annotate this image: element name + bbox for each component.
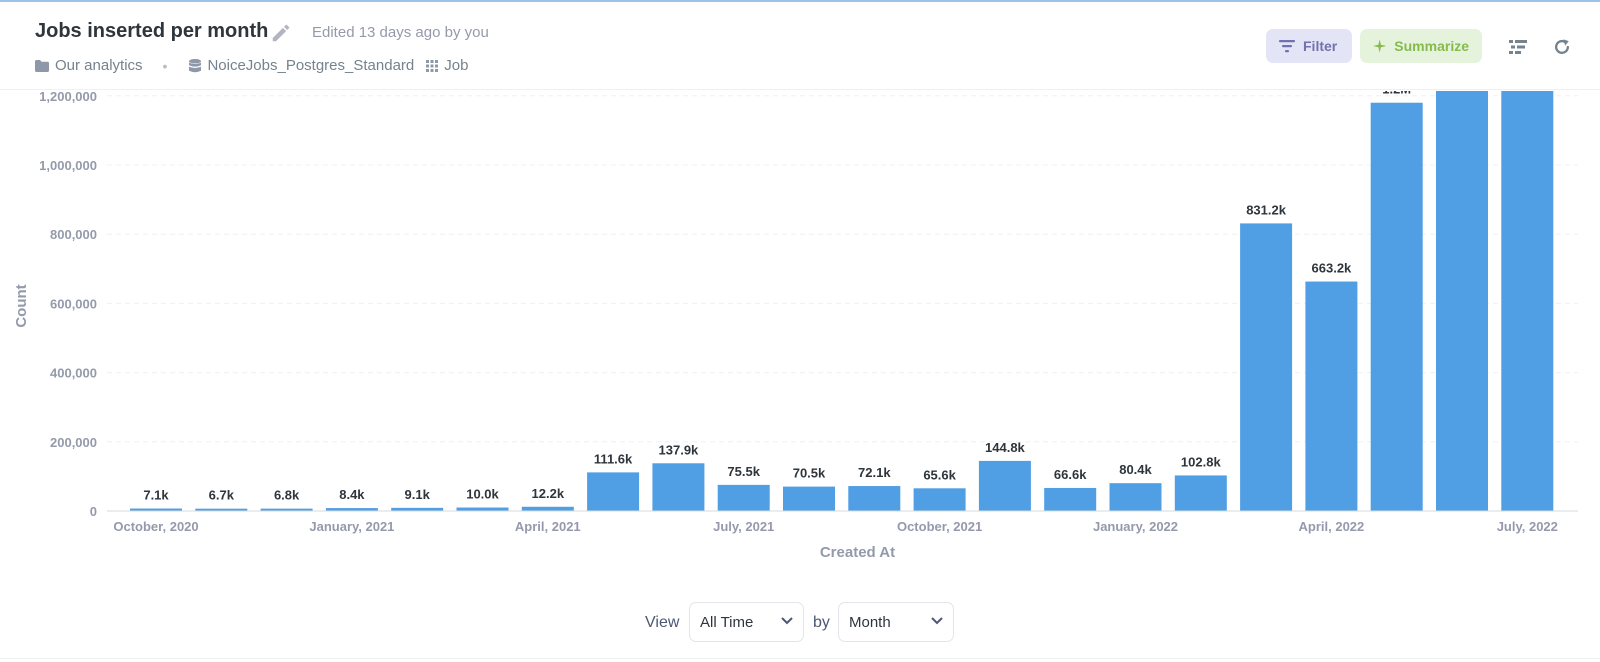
question-header: Jobs inserted per month Edited 13 days a… bbox=[0, 2, 1600, 90]
bar[interactable] bbox=[1240, 223, 1293, 512]
filter-icon bbox=[1279, 40, 1295, 53]
bars bbox=[130, 91, 1554, 512]
bar-value-label: 65.6k bbox=[923, 467, 956, 482]
bar[interactable] bbox=[325, 508, 378, 511]
time-unit-select[interactable]: Month bbox=[838, 602, 954, 642]
x-tick-label: April, 2021 bbox=[515, 519, 581, 534]
bar[interactable] bbox=[587, 472, 640, 511]
bar-value-label: 80.4k bbox=[1119, 462, 1152, 477]
pencil-icon[interactable] bbox=[270, 22, 292, 44]
bar-value-label: 6.7k bbox=[209, 488, 235, 503]
bar[interactable] bbox=[978, 460, 1031, 511]
x-tick-label: January, 2021 bbox=[309, 519, 394, 534]
bar[interactable] bbox=[1174, 475, 1227, 511]
bar[interactable] bbox=[848, 486, 901, 511]
view-range-value: All Time bbox=[700, 613, 754, 631]
bar[interactable] bbox=[1044, 487, 1097, 511]
refresh-icon[interactable] bbox=[1552, 38, 1572, 56]
breadcrumb-collection-label: Our analytics bbox=[55, 57, 143, 74]
bar-value-label: 111.6k bbox=[594, 451, 633, 466]
bar-value-label: 144.8k bbox=[985, 440, 1026, 455]
bar-value-label: 8.4k bbox=[339, 487, 365, 502]
x-axis-title: Created At bbox=[820, 544, 895, 561]
bar[interactable] bbox=[456, 507, 509, 511]
x-tick-label: October, 2021 bbox=[897, 519, 982, 534]
axes: 0 200,000 400,000 600,000 800,000 1,000,000 1,… bbox=[13, 91, 1578, 561]
bar-value-label: 102.8k bbox=[1181, 454, 1222, 469]
bar-value-label: 12.2k bbox=[532, 486, 565, 501]
x-tick-label: January, 2022 bbox=[1093, 519, 1178, 534]
time-unit-value: Month bbox=[849, 613, 891, 631]
x-tick-label: October, 2020 bbox=[113, 519, 198, 534]
chevron-down-icon bbox=[781, 617, 793, 625]
y-tick-label: 200,000 bbox=[50, 435, 97, 450]
bar[interactable] bbox=[1501, 91, 1554, 512]
time-controls: View All Time by Month bbox=[0, 602, 1600, 646]
bottom-divider bbox=[0, 658, 1600, 659]
bar-chart: 7.1k 6.7k 6.8k 8.4k 9.1k 10.0k 12.2k 111.6k 137.… bbox=[13, 91, 1578, 561]
y-tick-label: 0 bbox=[90, 504, 97, 519]
breadcrumb-collection[interactable]: Our analytics bbox=[35, 57, 143, 74]
x-tick-label: July, 2021 bbox=[713, 519, 774, 534]
question-title[interactable]: Jobs inserted per month bbox=[35, 20, 269, 42]
bar[interactable] bbox=[521, 506, 574, 511]
bar-value-label: 6.8k bbox=[274, 488, 300, 503]
breadcrumb-table[interactable]: Job bbox=[426, 57, 468, 74]
top-accent-line bbox=[0, 0, 1600, 2]
y-tick-label: 1,200,000 bbox=[39, 91, 97, 104]
notebook-icon[interactable] bbox=[1508, 38, 1528, 56]
bar-value-label: 137.9k bbox=[659, 442, 700, 457]
bar[interactable] bbox=[652, 463, 705, 511]
bar-value-label: 72.1k bbox=[858, 465, 891, 480]
bar[interactable] bbox=[1436, 91, 1488, 511]
filter-button-label: Filter bbox=[1303, 38, 1338, 54]
sparkle-icon bbox=[1373, 39, 1387, 53]
bar-value-label: 10.0k bbox=[466, 487, 499, 502]
summarize-button[interactable]: Summarize bbox=[1360, 29, 1482, 63]
breadcrumb: Our analytics • NoiceJobs_Postgres_Stand… bbox=[35, 57, 468, 74]
data-labels: 7.1k 6.7k 6.8k 8.4k 9.1k 10.0k 12.2k 111.6k 137.… bbox=[143, 91, 1411, 503]
bar[interactable] bbox=[1109, 483, 1162, 511]
bar-value-label: 70.5k bbox=[793, 466, 826, 481]
by-label: by bbox=[813, 614, 830, 631]
bar-value-label: 9.1k bbox=[405, 487, 431, 502]
bar[interactable] bbox=[1370, 102, 1423, 511]
folder-icon bbox=[35, 59, 49, 72]
bar-value-label: 75.5k bbox=[727, 464, 760, 479]
bar[interactable] bbox=[260, 508, 313, 511]
view-label: View bbox=[645, 614, 680, 631]
view-range-select[interactable]: All Time bbox=[689, 602, 804, 642]
bar[interactable] bbox=[717, 484, 770, 511]
bar-value-label: 1.2M bbox=[1382, 91, 1411, 97]
y-tick-label: 400,000 bbox=[50, 366, 97, 381]
bar-value-label: 831.2k bbox=[1246, 202, 1287, 217]
y-axis-title: Count bbox=[13, 284, 30, 327]
last-edited-info[interactable]: Edited 13 days ago by you bbox=[312, 24, 489, 41]
bar[interactable] bbox=[1305, 281, 1358, 511]
bar-value-label: 66.6k bbox=[1054, 467, 1087, 482]
bar[interactable] bbox=[391, 507, 444, 511]
breadcrumb-database[interactable]: NoiceJobs_Postgres_Standard bbox=[189, 57, 414, 74]
bar[interactable] bbox=[195, 508, 248, 511]
bar[interactable] bbox=[130, 508, 182, 511]
x-tick-label: July, 2022 bbox=[1497, 519, 1558, 534]
x-tick-label: April, 2022 bbox=[1299, 519, 1365, 534]
breadcrumb-separator: • bbox=[162, 57, 168, 74]
chevron-down-icon bbox=[931, 617, 943, 625]
bar[interactable] bbox=[913, 488, 966, 511]
breadcrumb-database-label: NoiceJobs_Postgres_Standard bbox=[207, 57, 415, 74]
y-tick-label: 1,000,000 bbox=[39, 158, 97, 173]
filter-button[interactable]: Filter bbox=[1266, 29, 1352, 63]
grid-icon bbox=[426, 59, 439, 72]
bar-value-label: 7.1k bbox=[143, 488, 169, 503]
database-icon bbox=[189, 58, 202, 72]
breadcrumb-table-label: Job bbox=[444, 57, 469, 74]
summarize-button-label: Summarize bbox=[1394, 38, 1469, 54]
bar-value-label: 663.2k bbox=[1312, 261, 1353, 276]
y-tick-label: 800,000 bbox=[50, 227, 97, 242]
bar[interactable] bbox=[783, 486, 835, 511]
y-tick-label: 600,000 bbox=[50, 296, 97, 311]
